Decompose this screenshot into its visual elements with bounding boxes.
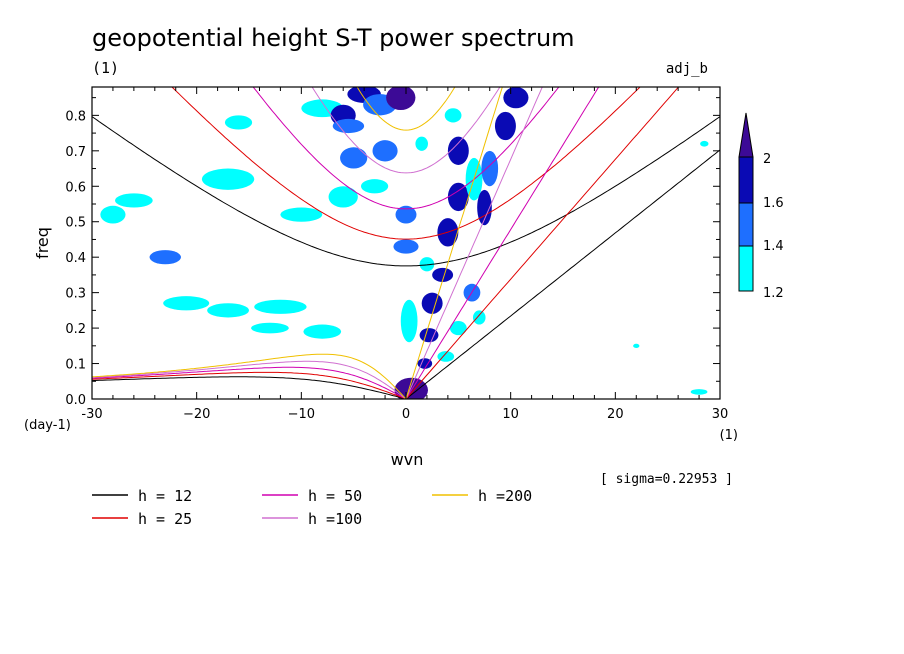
significance-region bbox=[201, 168, 255, 190]
significance-region bbox=[372, 140, 398, 162]
inertia-gravity-curve bbox=[171, 87, 641, 240]
significance-region bbox=[444, 108, 462, 123]
kelvin-curve bbox=[405, 87, 680, 399]
legend-label: h =200 bbox=[478, 487, 532, 505]
x-axis-label: wvn bbox=[391, 450, 424, 469]
colorbar: 1.2 1.4 1.6 2 bbox=[738, 112, 784, 301]
y-tick-label: 0.6 bbox=[65, 180, 86, 195]
axis-ticks: -30 −20 −10 0 10 20 30 0.0 0.1 0.2 0.3 0.4 0.5 0.6 0.7… bbox=[65, 87, 728, 422]
significance-region bbox=[633, 343, 640, 348]
y-tick-label: 0.4 bbox=[65, 251, 86, 266]
significance-region bbox=[280, 207, 323, 222]
significance-region bbox=[163, 296, 210, 311]
x-tick-label: 20 bbox=[607, 407, 624, 422]
x-tick-label: 0 bbox=[402, 407, 410, 422]
y-axis-label: freq bbox=[33, 227, 52, 259]
significance-region bbox=[432, 267, 454, 282]
significance-region bbox=[251, 322, 289, 334]
inertia-gravity-curve bbox=[311, 87, 501, 174]
significance-region bbox=[690, 389, 708, 395]
y-tick-label: 0.5 bbox=[65, 216, 86, 231]
rossby-curve bbox=[92, 366, 407, 399]
rossby-curve bbox=[92, 353, 407, 399]
significance-region bbox=[328, 186, 358, 208]
x-tick-label: 10 bbox=[502, 407, 519, 422]
significance-region bbox=[415, 136, 428, 151]
significance-region bbox=[419, 257, 435, 272]
inertia-gravity-curve bbox=[252, 87, 560, 210]
significance-region bbox=[224, 115, 253, 130]
significance-region bbox=[395, 205, 417, 224]
significance-region bbox=[700, 140, 709, 147]
y-unit-label: (day-1) bbox=[24, 418, 71, 433]
significance-region bbox=[437, 351, 455, 362]
significance-region bbox=[360, 179, 389, 194]
y-tick-label: 0.1 bbox=[65, 358, 86, 373]
significance-region bbox=[472, 310, 486, 325]
significance-region bbox=[447, 136, 469, 165]
rossby-curve bbox=[92, 360, 407, 399]
significance-region bbox=[149, 250, 181, 265]
kelvin-curve bbox=[405, 87, 503, 399]
x-tick-label: −20 bbox=[183, 407, 210, 422]
y-tick-label: 0.7 bbox=[65, 145, 86, 160]
significance-region bbox=[417, 358, 433, 369]
significance-region bbox=[494, 111, 516, 141]
dispersion-curves bbox=[92, 87, 720, 399]
significance-region bbox=[447, 182, 469, 212]
rossby-curve bbox=[92, 371, 407, 399]
rossby-curve bbox=[92, 376, 407, 399]
y-tick-label: 0.8 bbox=[65, 109, 86, 124]
significance-region bbox=[386, 87, 416, 111]
colorbar-label: 1.2 bbox=[763, 286, 784, 301]
inertia-gravity-curve bbox=[92, 116, 720, 267]
significance-region bbox=[332, 118, 365, 134]
significance-region bbox=[400, 299, 418, 343]
chart-subtitle-right: adj_b bbox=[666, 61, 708, 77]
x-unit-label: (1) bbox=[720, 428, 738, 443]
legend-label: h = 25 bbox=[138, 510, 192, 528]
colorbar-label: 2 bbox=[763, 152, 771, 167]
legend-label: h = 50 bbox=[308, 487, 362, 505]
y-tick-label: 0.3 bbox=[65, 287, 86, 302]
x-tick-label: −10 bbox=[288, 407, 315, 422]
chart-subtitle-left: (1) bbox=[92, 59, 119, 77]
significance-region bbox=[503, 87, 529, 109]
y-tick-label: 0.2 bbox=[65, 322, 86, 337]
chart-title: geopotential height S-T power spectrum bbox=[92, 24, 575, 52]
colorbar-label: 1.4 bbox=[763, 239, 784, 254]
significance-region bbox=[207, 303, 249, 318]
significance-regions bbox=[100, 87, 709, 399]
colorbar-segment bbox=[738, 202, 754, 247]
legend-label: h = 12 bbox=[138, 487, 192, 505]
significance-region bbox=[393, 239, 419, 254]
legend: h = 12 h = 25 h = 50 h =100 h =200 bbox=[92, 487, 532, 528]
kelvin-curve bbox=[405, 149, 720, 399]
significance-region bbox=[421, 292, 443, 314]
kelvin-curve bbox=[405, 87, 543, 399]
significance-region bbox=[449, 321, 467, 336]
inertia-gravity-curve bbox=[356, 87, 456, 131]
significance-region bbox=[115, 193, 153, 208]
kelvin-curve bbox=[405, 87, 600, 399]
colorbar-arrow bbox=[738, 112, 754, 158]
x-tick-label: 30 bbox=[712, 407, 729, 422]
significance-region bbox=[254, 299, 307, 314]
significance-region bbox=[100, 205, 126, 224]
significance-region bbox=[477, 189, 492, 226]
colorbar-segment bbox=[738, 156, 754, 204]
x-tick-label: -30 bbox=[81, 407, 102, 422]
legend-label: h =100 bbox=[308, 510, 362, 528]
significance-region bbox=[303, 324, 342, 339]
significance-region bbox=[481, 150, 499, 187]
colorbar-segment bbox=[738, 245, 754, 292]
significance-region bbox=[340, 147, 368, 169]
sigma-note: [ sigma=0.22953 ] bbox=[600, 472, 733, 487]
y-tick-label: 0.0 bbox=[65, 393, 86, 408]
colorbar-label: 1.6 bbox=[763, 196, 784, 211]
